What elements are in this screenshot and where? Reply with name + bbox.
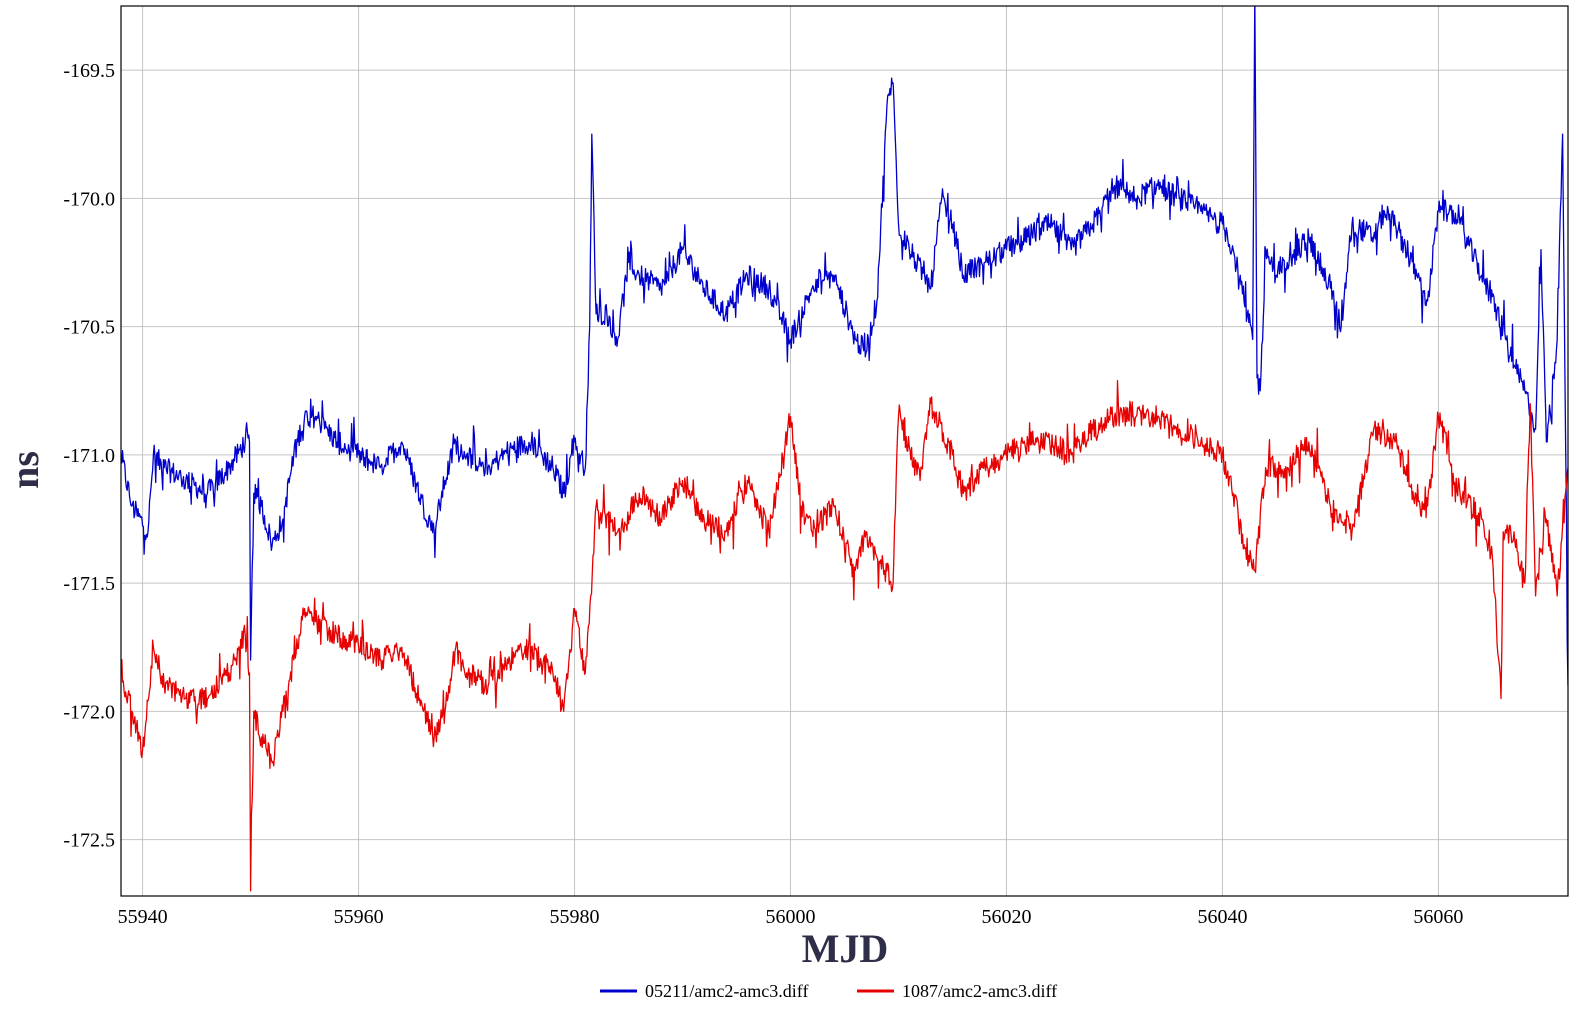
y-tick-label-4: -171.5 xyxy=(63,573,115,595)
plot-frame xyxy=(120,5,1569,897)
y-tick-label-3: -171.0 xyxy=(63,445,115,467)
series-line-0 xyxy=(121,6,1568,686)
x-tick-label-1: 55960 xyxy=(334,906,384,928)
series-line-1 xyxy=(121,380,1568,892)
y-tick-label-1: -170.0 xyxy=(63,188,115,210)
x-axis-title: MJD xyxy=(802,926,889,971)
tick-labels: 55940 55960 55980 56000 56020 56040 56060 -169.… xyxy=(63,60,1463,928)
series-group xyxy=(121,6,1568,892)
y-tick-label-2: -170.5 xyxy=(63,317,115,339)
y-tick-label-0: -169.5 xyxy=(63,60,115,82)
x-tick-label-3: 56000 xyxy=(766,906,816,928)
legend: 05211/amc2-amc3.diff 1087/amc2-amc3.diff xyxy=(600,981,1057,1001)
legend-label-0: 05211/amc2-amc3.diff xyxy=(645,981,808,1001)
y-tick-label-6: -172.5 xyxy=(63,830,115,852)
x-tick-label-5: 56040 xyxy=(1197,906,1247,928)
y-tick-label-5: -172.0 xyxy=(63,701,115,723)
x-tick-label-2: 55980 xyxy=(550,906,600,928)
legend-label-1: 1087/amc2-amc3.diff xyxy=(902,981,1057,1001)
x-tick-label-0: 55940 xyxy=(118,906,168,928)
x-tick-label-4: 56020 xyxy=(981,906,1031,928)
y-axis-title: ns xyxy=(2,451,47,489)
x-tick-label-6: 56060 xyxy=(1413,906,1463,928)
